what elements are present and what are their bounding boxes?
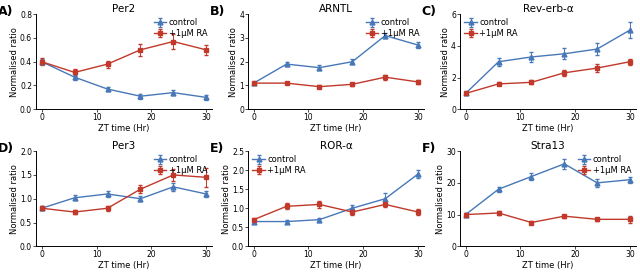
Legend: control, +1μM RA: control, +1μM RA: [574, 152, 635, 178]
Y-axis label: Normalised ratio: Normalised ratio: [221, 164, 230, 234]
Legend: control, +1μM RA: control, +1μM RA: [150, 15, 211, 41]
Title: Rev-erb-α: Rev-erb-α: [522, 4, 573, 14]
Text: F): F): [422, 142, 436, 155]
Text: E): E): [210, 142, 224, 155]
X-axis label: ZT time (Hr): ZT time (Hr): [310, 261, 362, 270]
Title: Per2: Per2: [112, 4, 136, 14]
Legend: control, +1μM RA: control, +1μM RA: [461, 15, 521, 41]
Text: A): A): [0, 5, 13, 18]
Text: D): D): [0, 142, 14, 155]
Title: Per3: Per3: [112, 141, 136, 151]
Title: ROR-α: ROR-α: [319, 141, 352, 151]
Legend: control, +1μM RA: control, +1μM RA: [150, 152, 211, 178]
Title: Stra13: Stra13: [531, 141, 565, 151]
X-axis label: ZT time (Hr): ZT time (Hr): [99, 124, 150, 133]
X-axis label: ZT time (Hr): ZT time (Hr): [310, 124, 362, 133]
Legend: control, +1μM RA: control, +1μM RA: [362, 15, 423, 41]
Title: ARNTL: ARNTL: [319, 4, 353, 14]
Y-axis label: Normalised ratio: Normalised ratio: [10, 164, 19, 234]
X-axis label: ZT time (Hr): ZT time (Hr): [522, 261, 573, 270]
Y-axis label: Normalised ratio: Normalised ratio: [10, 27, 19, 97]
Y-axis label: Normalised ratio: Normalised ratio: [436, 164, 445, 234]
Y-axis label: Normalised ratio: Normalised ratio: [441, 27, 450, 97]
Legend: control, +1μM RA: control, +1μM RA: [249, 152, 309, 178]
Text: C): C): [422, 5, 436, 18]
X-axis label: ZT time (Hr): ZT time (Hr): [522, 124, 573, 133]
X-axis label: ZT time (Hr): ZT time (Hr): [99, 261, 150, 270]
Text: B): B): [210, 5, 225, 18]
Y-axis label: Normalised ratio: Normalised ratio: [228, 27, 238, 97]
